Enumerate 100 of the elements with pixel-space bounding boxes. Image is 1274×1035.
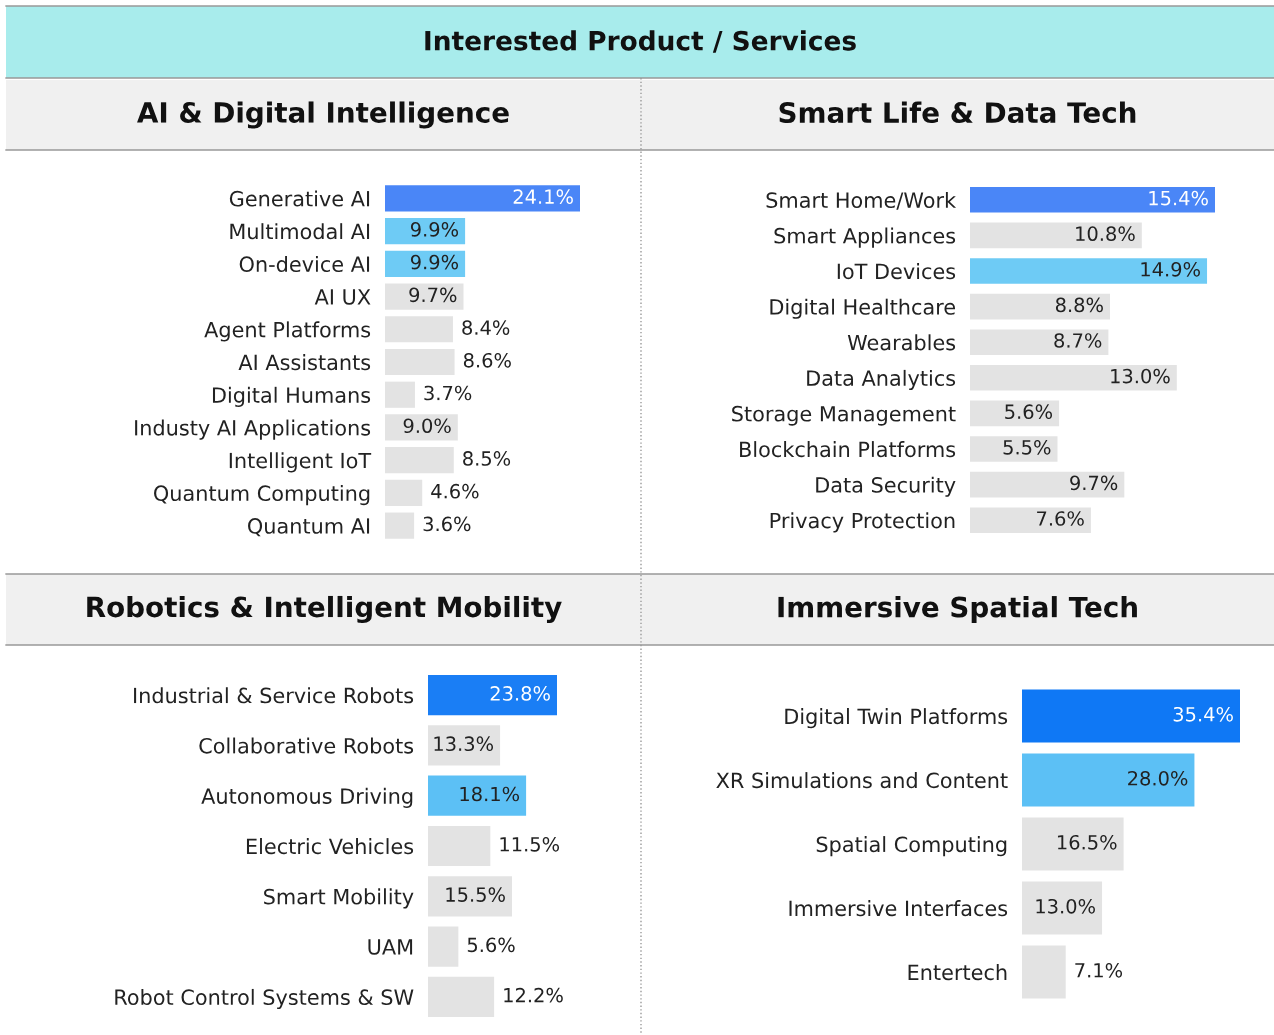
data-label: 5.6%: [467, 937, 515, 953]
y-tick-label: AI UX: [314, 289, 371, 305]
data-label: 9.9%: [410, 254, 459, 270]
bar: [428, 926, 459, 967]
y-tick-label: Industy AI Applications: [135, 419, 371, 440]
y-tick-label: Collaborative Robots: [199, 737, 414, 754]
data-label: 8.7%: [1054, 333, 1102, 348]
y-tick-label: UAM: [368, 939, 413, 955]
bar: [970, 186, 1215, 213]
data-label: 5.5%: [1003, 439, 1051, 455]
data-label: 16.5%: [1057, 834, 1117, 850]
data-label: 24.1%: [513, 189, 573, 205]
bar: [385, 316, 453, 343]
data-label: 8.6%: [463, 352, 511, 368]
bar: [970, 293, 1110, 320]
y-tick-label: Autonomous Driving: [201, 787, 413, 808]
bar: [385, 250, 466, 277]
bar: [970, 436, 1058, 462]
data-label: 15.5%: [446, 887, 505, 902]
bar: [1022, 689, 1240, 743]
bar: [970, 329, 1109, 356]
data-label: 23.8%: [490, 686, 550, 701]
data-label: 13.3%: [434, 736, 494, 752]
bar: [385, 381, 415, 408]
data-label: 15.4%: [1149, 190, 1208, 206]
y-tick-label: Robot Control Systems & SW: [115, 988, 414, 1010]
data-label: 3.7%: [424, 385, 472, 401]
bar: [970, 222, 1142, 249]
y-tick-label: Immersive Interfaces: [789, 900, 1008, 917]
data-label: 35.4%: [1173, 706, 1233, 722]
bar: [385, 447, 454, 474]
y-tick-label: AI Assistants: [238, 354, 371, 371]
y-tick-label: Spatial Computing: [816, 836, 1007, 857]
data-label: 12.2%: [504, 987, 563, 1003]
data-label: 9.0%: [403, 418, 451, 434]
data-label: 18.1%: [460, 786, 520, 802]
bar: [385, 283, 464, 310]
y-tick-label: Entertech: [908, 964, 1007, 981]
chart-title: Robotics & Intelligent Mobility: [87, 595, 562, 624]
y-tick-label: Smart Mobility: [264, 888, 414, 909]
bar: [1022, 945, 1066, 999]
data-label: 4.6%: [431, 483, 479, 499]
bar: [385, 512, 415, 539]
bar: [970, 258, 1208, 284]
y-tick-label: Digital Twin Platforms: [785, 708, 1008, 729]
y-tick-label: Industrial & Service Robots: [134, 687, 414, 704]
y-tick-label: Data Analytics: [807, 369, 956, 391]
chart-title: Immersive Spatial Tech: [778, 596, 1137, 623]
data-label: 8.4%: [462, 320, 510, 335]
y-tick-label: XR Simulations and Content: [716, 772, 1008, 789]
bar: [428, 675, 557, 716]
data-label: 7.1%: [1075, 962, 1123, 978]
data-label: 14.9%: [1141, 261, 1200, 277]
data-label: 8.5%: [463, 451, 511, 466]
y-tick-label: Privacy Protection: [770, 512, 955, 533]
bar: [428, 725, 501, 766]
bar: [1022, 817, 1124, 871]
data-label: 7.6%: [1037, 511, 1084, 526]
data-label: 28.0%: [1128, 770, 1188, 786]
data-label: 5.6%: [1005, 404, 1053, 420]
data-label: 11.5%: [500, 836, 560, 852]
chart-title: Smart Life & Data Tech: [779, 101, 1136, 124]
y-tick-label: Storage Management: [732, 405, 956, 426]
y-tick-label: Agent Platforms: [204, 321, 371, 342]
bar: [428, 876, 513, 917]
y-tick-label: Generative AI: [229, 190, 370, 207]
data-label: 9.7%: [1070, 475, 1118, 491]
bar: [385, 479, 423, 506]
bar: [970, 471, 1125, 498]
data-label: 3.6%: [423, 516, 471, 532]
text: Interested Product / Services: [425, 30, 856, 53]
bar: [385, 185, 580, 212]
bar: [970, 507, 1091, 534]
chart-title: AI & Digital Intelligence: [137, 101, 509, 129]
bar: [385, 414, 458, 441]
y-tick-label: Digital Humans: [212, 386, 371, 407]
data-label: 9.9%: [410, 222, 459, 237]
bar: [428, 825, 491, 867]
y-tick-label: Multimodal AI: [230, 223, 370, 240]
bar: [1022, 753, 1195, 807]
bar: [970, 364, 1177, 391]
bar: [1022, 881, 1103, 935]
y-tick-label: Data Security: [816, 476, 956, 497]
bar: [428, 775, 527, 816]
y-tick-label: On-device AI: [239, 255, 370, 273]
data-label: 9.7%: [409, 287, 457, 303]
y-tick-label: Electric Vehicles: [246, 838, 414, 855]
y-tick-label: Smart Appliances: [774, 227, 956, 248]
y-tick-label: Smart Home/Work: [766, 191, 957, 210]
y-tick-label: Quantum Computing: [154, 484, 370, 506]
data-label: 8.8%: [1055, 297, 1103, 313]
y-tick-label: Intelligent IoT: [229, 452, 372, 473]
y-tick-label: Wearables: [847, 334, 956, 351]
y-tick-label: IoT Devices: [837, 263, 956, 280]
y-tick-label: Quantum AI: [248, 518, 370, 537]
y-tick-label: Blockchain Platforms: [740, 441, 956, 458]
y-tick-label: Digital Healthcare: [770, 298, 955, 319]
data-label: 13.0%: [1111, 368, 1170, 384]
bar: [385, 348, 455, 376]
bar: [428, 976, 495, 1017]
